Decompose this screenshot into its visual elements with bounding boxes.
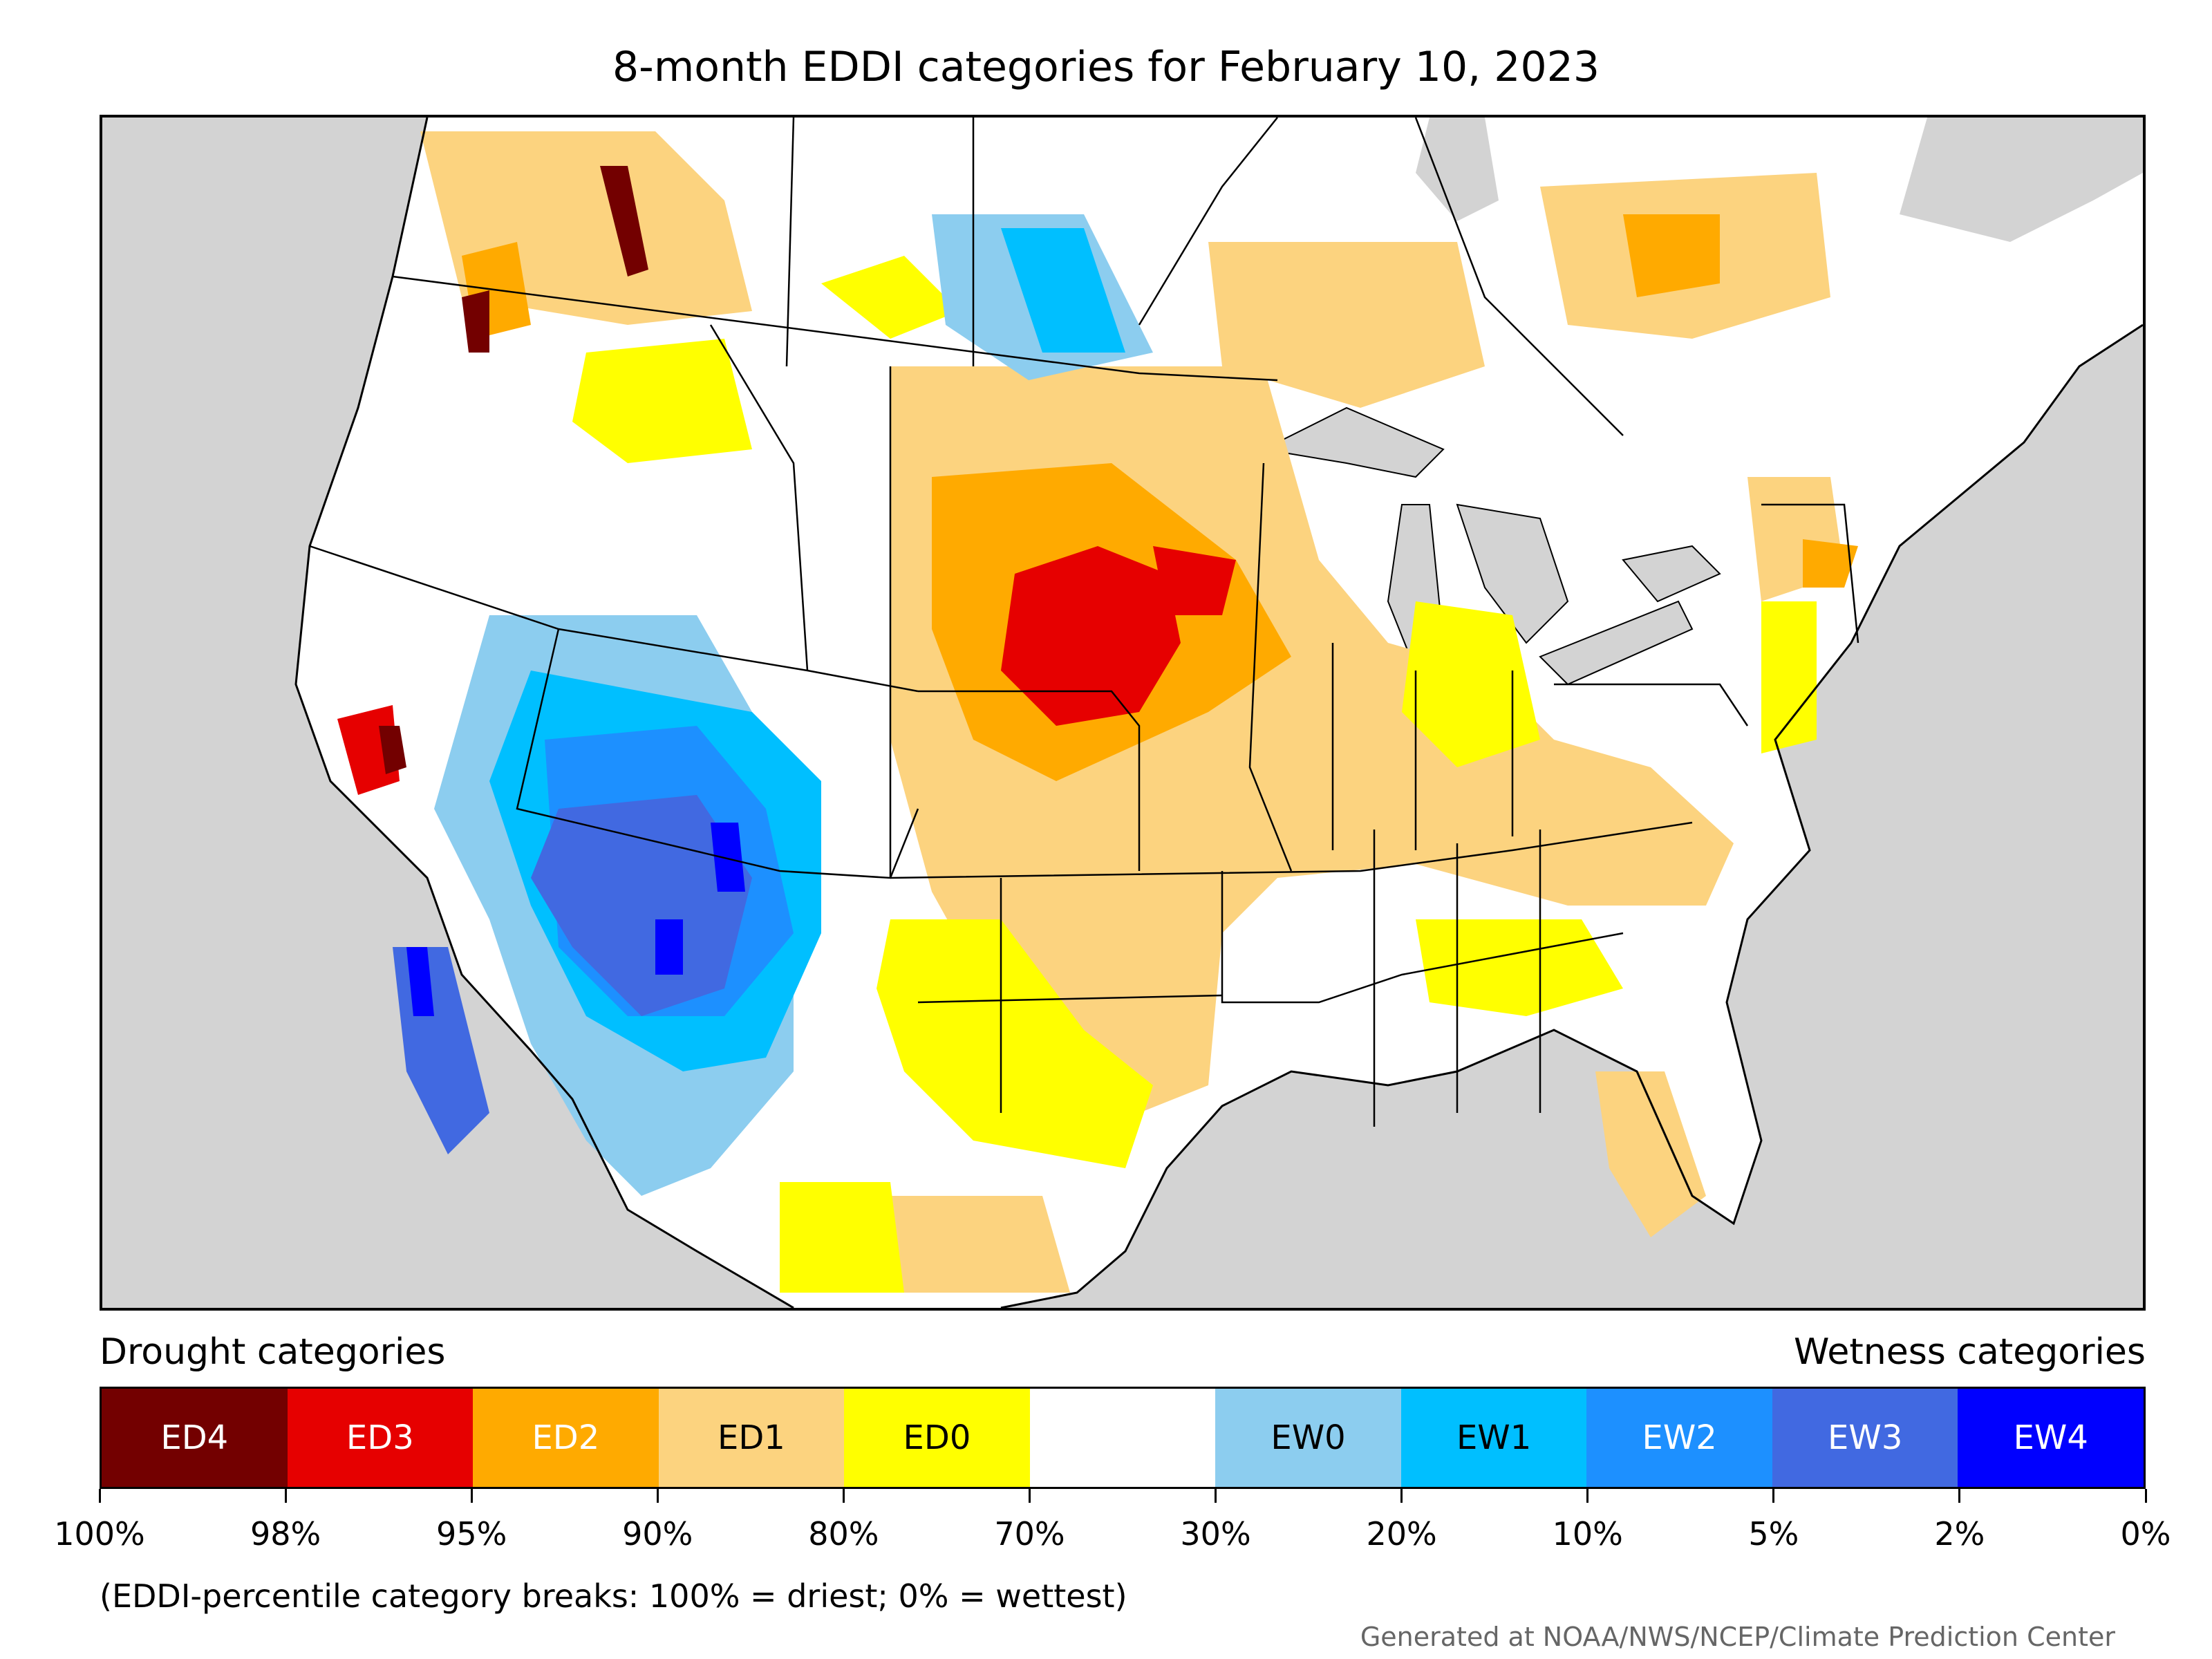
colorbar-tick-label: 70%: [994, 1515, 1065, 1553]
colorbar-tick: [1400, 1489, 1403, 1503]
credit-line: Generated at NOAA/NWS/NCEP/Climate Predi…: [1360, 1622, 2115, 1652]
colorbar-tick-label: 95%: [436, 1515, 507, 1553]
state-borders: [309, 118, 1859, 1127]
colorbar-tick: [284, 1489, 287, 1503]
map-title: 8-month EDDI categories for February 10,…: [612, 43, 1600, 91]
colorbar-tick-label: 100%: [54, 1515, 145, 1553]
colorbar-tick: [842, 1489, 845, 1503]
colorbar-tick: [1215, 1489, 1217, 1503]
colorbar-ticks: [98, 1489, 2147, 1503]
colorbar-tick-label: 90%: [622, 1515, 693, 1553]
category-overlay: [337, 131, 1858, 1293]
drought-categories-heading: Drought categories: [100, 1331, 446, 1373]
colorbar-tick: [1028, 1489, 1031, 1503]
colorbar-tick-label: 20%: [1366, 1515, 1437, 1553]
wetness-categories-heading: Wetness categories: [1794, 1331, 2146, 1373]
eddi-map: [100, 115, 2146, 1311]
map-canvas: [294, 118, 2143, 1308]
hudson-bay-edge: [1416, 118, 1499, 221]
colorbar-tick: [1772, 1489, 1775, 1503]
percentile-note: (EDDI-percentile category breaks: 100% =…: [100, 1577, 1127, 1615]
colorbar-tick-label: 5%: [1748, 1515, 1799, 1553]
colorbar-tick: [1958, 1489, 1961, 1503]
colorbar-cell: EW0: [1215, 1389, 1401, 1487]
colorbar-tick: [1586, 1489, 1589, 1503]
colorbar-cell: ED2: [473, 1389, 659, 1487]
colorbar-cell: EW1: [1400, 1389, 1587, 1487]
colorbar-tick-label: 0%: [2120, 1515, 2171, 1553]
category-colorbar: ED4 ED3 ED2 ED1 ED0 EW0 EW1 EW2 EW3 EW4: [100, 1387, 2146, 1489]
colorbar-tick-label: 30%: [1180, 1515, 1251, 1553]
colorbar-tick: [2144, 1489, 2147, 1503]
colorbar-cell: ED3: [287, 1389, 474, 1487]
colorbar-tick: [470, 1489, 473, 1503]
colorbar-tick-label: 98%: [250, 1515, 321, 1553]
colorbar-cell: EW2: [1586, 1389, 1772, 1487]
coastline: [294, 118, 2143, 1308]
colorbar-tick-label: 2%: [1934, 1515, 1985, 1553]
colorbar-cell: ED1: [658, 1389, 845, 1487]
colorbar-cell: ED0: [844, 1389, 1030, 1487]
colorbar-cell: ED4: [102, 1389, 288, 1487]
colorbar-cell: EW3: [1772, 1389, 1958, 1487]
colorbar-tick: [98, 1489, 101, 1503]
colorbar-tick-label: 80%: [808, 1515, 879, 1553]
colorbar-cell: [1029, 1389, 1216, 1487]
colorbar-cell: EW4: [1958, 1389, 2144, 1487]
colorbar-tick: [656, 1489, 659, 1503]
colorbar-tick-label: 10%: [1552, 1515, 1623, 1553]
